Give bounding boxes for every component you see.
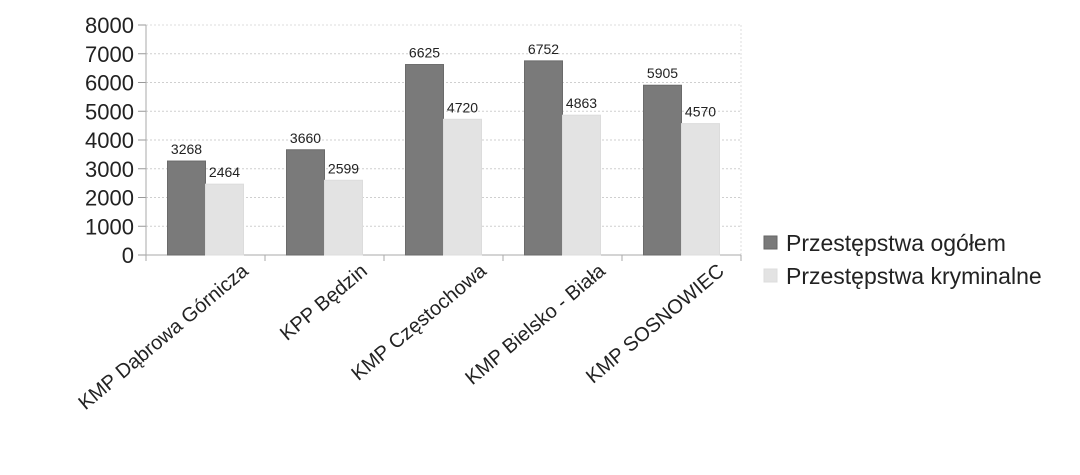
bar-ogolem [405,64,444,256]
legend-swatch [763,268,778,283]
axes: 0 1000 2000 3000 4000 5000 6000 7000 8000 [85,13,742,268]
bar-ogolem [167,160,206,256]
y-tick-label: 3000 [85,157,134,182]
y-tick-label: 7000 [85,42,134,67]
bar-kryminalne [562,114,601,256]
bar-kryminalne [324,179,363,256]
data-label: 6625 [409,45,440,61]
bar-ogolem [286,149,325,256]
legend-label: Przestępstwa kryminalne [786,263,1042,289]
y-tick-label: 4000 [85,128,134,153]
data-label: 4863 [566,95,597,111]
data-label: 6752 [528,41,559,57]
category-label: KPP Będzin [276,260,372,345]
y-tick-label: 1000 [85,214,134,239]
bar-ogolem [643,84,682,256]
y-tick-label: 6000 [85,71,134,96]
bar-kryminalne [681,123,720,256]
y-tick-label: 2000 [85,186,134,211]
legend-swatch [763,235,778,250]
category-label: KMP Dąbrowa Górnicza [75,259,254,414]
bar-kryminalne [443,118,482,256]
bar-ogolem [524,60,563,256]
y-tick-label: 0 [122,243,134,268]
legend: Przestępstwa ogółem Przestępstwa kryminal… [763,230,1042,289]
data-label: 2599 [328,160,359,176]
legend-label: Przestępstwa ogółem [786,230,1006,256]
data-label: 4570 [685,104,716,120]
data-label: 5905 [647,65,678,81]
bar-kryminalne [205,183,244,256]
data-label: 3268 [171,141,202,157]
data-label: 4720 [447,99,478,115]
y-tick-label: 8000 [85,13,134,38]
data-labels: 3268 2464 3660 2599 6625 4720 6752 4863 5905 4570 [171,41,716,180]
bars [167,60,720,256]
data-label: 3660 [290,130,321,146]
y-tick-label: 5000 [85,99,134,124]
data-label: 2464 [209,164,240,180]
